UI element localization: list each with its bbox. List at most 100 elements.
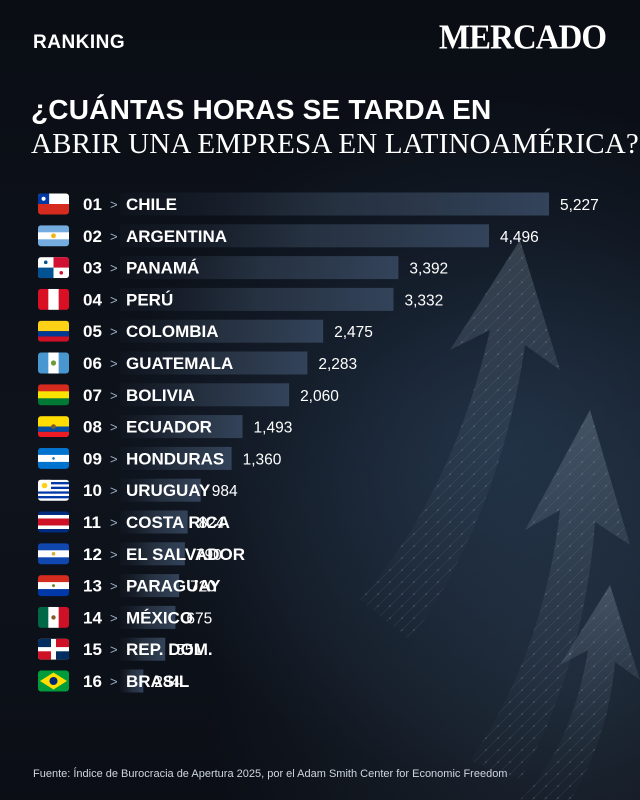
chart-bar bbox=[120, 383, 290, 407]
value-label: 2,060 bbox=[300, 388, 339, 405]
value-label: 3,332 bbox=[404, 292, 443, 309]
chart-bar bbox=[120, 192, 549, 216]
bolivia-flag-icon bbox=[38, 384, 69, 406]
rank-number: 06 bbox=[83, 354, 102, 373]
chart-row: 04 > PERÚ 3,332 bbox=[38, 287, 443, 311]
chile-flag-icon bbox=[38, 193, 69, 215]
country-label: ARGENTINA bbox=[126, 227, 227, 246]
country-label: PERÚ bbox=[126, 290, 173, 309]
honduras-flag-icon bbox=[38, 447, 69, 469]
rank-separator: > bbox=[110, 547, 118, 562]
country-label: MÉXICO bbox=[126, 608, 193, 627]
arrow-medium bbox=[470, 410, 630, 780]
chart-bar bbox=[120, 669, 144, 693]
value-label: 1,360 bbox=[243, 451, 282, 468]
rank-separator: > bbox=[110, 451, 118, 466]
costa-rica-flag-icon bbox=[38, 511, 69, 533]
rank-number: 09 bbox=[83, 449, 102, 468]
rank-number: 12 bbox=[83, 545, 102, 564]
rank-separator: > bbox=[110, 642, 118, 657]
rank-separator: > bbox=[110, 261, 118, 276]
chart-bar bbox=[120, 478, 201, 502]
value-label: 284 bbox=[154, 674, 180, 691]
country-label: PANAMÁ bbox=[126, 259, 199, 278]
chart-row: 01 > CHILE 5,227 bbox=[38, 192, 599, 216]
rank-number: 05 bbox=[83, 322, 102, 341]
chart-bar bbox=[120, 605, 176, 629]
mexico-flag-icon bbox=[38, 606, 69, 628]
chart-bar bbox=[120, 510, 188, 534]
panama-flag-icon bbox=[38, 257, 69, 279]
country-label: BRASIL bbox=[126, 672, 189, 691]
chart-row: 02 > ARGENTINA 4,496 bbox=[38, 224, 539, 248]
rank-number: 14 bbox=[83, 608, 102, 627]
chart-bar bbox=[120, 351, 308, 375]
value-label: 824 bbox=[199, 515, 225, 532]
value-label: 551 bbox=[176, 642, 202, 659]
chart-row: 08 > ECUADOR 1,493 bbox=[38, 415, 292, 439]
country-label: COLOMBIA bbox=[126, 322, 219, 341]
value-label: 4,496 bbox=[500, 229, 539, 246]
value-label: 790 bbox=[196, 547, 222, 564]
chart-row: 05 > COLOMBIA 2,475 bbox=[38, 319, 373, 343]
chart-row: 06 > GUATEMALA 2,283 bbox=[38, 351, 357, 375]
peru-flag-icon bbox=[38, 288, 69, 310]
rank-separator: > bbox=[110, 420, 118, 435]
rank-number: 11 bbox=[83, 513, 101, 532]
chart-row: 07 > BOLIVIA 2,060 bbox=[38, 383, 339, 407]
value-label: 5,227 bbox=[560, 197, 599, 214]
rank-number: 13 bbox=[83, 577, 102, 596]
rank-separator: > bbox=[110, 515, 118, 530]
country-label: REP. DOM. bbox=[126, 640, 213, 659]
chart-row: 10 > URUGUAY 984 bbox=[38, 478, 238, 502]
colombia-flag-icon bbox=[38, 320, 69, 342]
page-subtitle: ABRIR UNA EMPRESA EN LATINOAMÉRICA? bbox=[31, 128, 639, 160]
chart-bar bbox=[120, 574, 180, 598]
section-label: RANKING bbox=[33, 32, 126, 53]
rank-number: 02 bbox=[83, 227, 102, 246]
chart-row: 03 > PANAMÁ 3,392 bbox=[38, 256, 448, 280]
chart-bar bbox=[120, 287, 394, 311]
chart-bar bbox=[120, 637, 166, 661]
el-salvador-flag-icon bbox=[38, 543, 69, 565]
brand-logo: MERCADO bbox=[438, 19, 607, 57]
rank-separator: > bbox=[110, 197, 118, 212]
source-note: Fuente: Índice de Burocracia de Apertura… bbox=[33, 768, 508, 780]
country-label: CHILE bbox=[126, 195, 177, 214]
country-label: BOLIVIA bbox=[126, 386, 195, 405]
value-label: 2,283 bbox=[318, 356, 357, 373]
country-label: EL SALVADOR bbox=[126, 545, 245, 564]
rank-number: 16 bbox=[83, 672, 102, 691]
chart-bar bbox=[120, 319, 324, 343]
guatemala-flag-icon bbox=[38, 352, 69, 374]
rank-number: 03 bbox=[83, 259, 102, 278]
rank-separator: > bbox=[110, 356, 118, 371]
ecuador-flag-icon bbox=[38, 416, 69, 438]
chart-bar bbox=[120, 446, 232, 470]
country-label: COSTA RICA bbox=[126, 513, 230, 532]
value-label: 984 bbox=[212, 483, 238, 500]
rank-number: 10 bbox=[83, 481, 102, 500]
argentina-flag-icon bbox=[38, 225, 69, 247]
rank-separator: > bbox=[110, 610, 118, 625]
rank-number: 07 bbox=[83, 386, 102, 405]
country-label: URUGUAY bbox=[126, 481, 211, 500]
rank-number: 08 bbox=[83, 418, 102, 437]
value-label: 675 bbox=[186, 610, 212, 627]
country-label: PARAGUAY bbox=[126, 577, 221, 596]
chart-row: 15 > REP. DOM.551 bbox=[38, 637, 213, 661]
rank-separator: > bbox=[110, 579, 118, 594]
dominican-republic-flag-icon bbox=[38, 638, 69, 660]
chart-bar bbox=[120, 256, 399, 280]
chart-bar bbox=[120, 542, 185, 566]
country-label: ECUADOR bbox=[126, 418, 212, 437]
page-title: ¿CUÁNTAS HORAS SE TARDA EN bbox=[31, 94, 492, 125]
paraguay-flag-icon bbox=[38, 575, 69, 597]
arrow-small bbox=[520, 585, 640, 800]
rank-separator: > bbox=[110, 483, 118, 498]
rank-separator: > bbox=[110, 229, 118, 244]
